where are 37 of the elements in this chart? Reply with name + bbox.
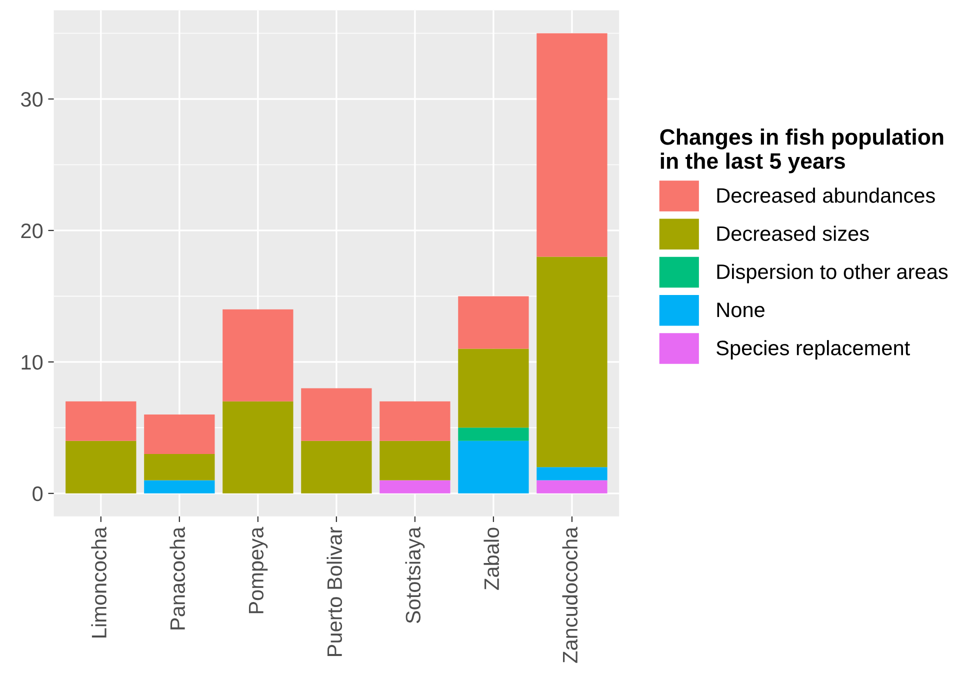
y-tick-label: 0 — [32, 486, 43, 502]
bar — [380, 401, 450, 441]
bar — [458, 428, 529, 441]
legend-label: Decreased sizes — [717, 226, 869, 242]
bar — [458, 296, 529, 349]
legend-label: Decreased abundances — [717, 188, 935, 203]
bar — [536, 256, 608, 468]
legend-label: None — [717, 302, 764, 318]
bar — [458, 440, 529, 494]
bar — [458, 348, 529, 428]
x-tick-label: Sototsiaya — [405, 526, 425, 624]
legend-title: Changes in fish population in the last 5 years — [660, 128, 944, 174]
bar — [222, 401, 294, 494]
bar — [144, 480, 215, 494]
legend-label: Dispersion to other areas — [717, 264, 948, 284]
x-tick-label: Limoncocha — [91, 526, 106, 638]
bar — [222, 309, 294, 402]
bar — [301, 440, 372, 494]
x-tick-label: Zancudococha — [562, 526, 578, 663]
x-tick-label: Panacocha — [170, 526, 185, 630]
bar — [144, 454, 215, 480]
bar — [536, 467, 608, 480]
bar — [144, 414, 215, 454]
bar — [380, 440, 450, 480]
x-tick-label: Zabalo — [484, 528, 500, 590]
y-tick-label: 30 — [20, 92, 43, 107]
legend-label: Species replacement — [716, 340, 910, 360]
bar — [536, 480, 608, 494]
x-tick-label: Puerto Bolivar — [326, 527, 342, 656]
bar — [66, 440, 136, 494]
y-tick-label: 20 — [21, 223, 43, 238]
y-tick-label: 10 — [22, 354, 43, 370]
bar — [301, 388, 372, 441]
bar — [66, 401, 136, 441]
bar — [536, 33, 608, 257]
bar — [380, 480, 450, 494]
x-tick-label: Pompeya — [248, 526, 268, 614]
